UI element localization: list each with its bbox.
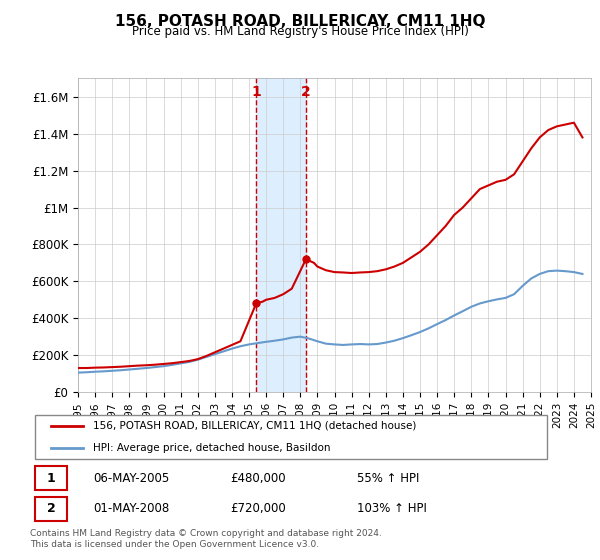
Text: 1: 1 [47,472,55,484]
Bar [256,78,306,392]
Text: Contains HM Land Registry data © Crown copyright and database right 2024.
This d: Contains HM Land Registry data © Crown c… [30,529,382,549]
Text: 01-MAY-2008: 01-MAY-2008 [94,502,170,515]
Text: 1: 1 [251,85,261,99]
Text: 156, POTASH ROAD, BILLERICAY, CM11 1HQ (detached house): 156, POTASH ROAD, BILLERICAY, CM11 1HQ (… [94,421,417,431]
Point [251,299,261,308]
Text: £480,000: £480,000 [230,472,286,484]
Text: Price paid vs. HM Land Registry's House Price Index (HPI): Price paid vs. HM Land Registry's House … [131,25,469,38]
Text: £720,000: £720,000 [230,502,286,515]
FancyBboxPatch shape [35,497,67,521]
FancyBboxPatch shape [35,415,547,459]
Text: 2: 2 [301,85,311,99]
Point [301,255,311,264]
Text: 103% ↑ HPI: 103% ↑ HPI [358,502,427,515]
Text: 55% ↑ HPI: 55% ↑ HPI [358,472,420,484]
FancyBboxPatch shape [35,466,67,489]
Text: HPI: Average price, detached house, Basildon: HPI: Average price, detached house, Basi… [94,443,331,453]
Text: 06-MAY-2005: 06-MAY-2005 [94,472,170,484]
Text: 2: 2 [47,502,55,515]
Text: 156, POTASH ROAD, BILLERICAY, CM11 1HQ: 156, POTASH ROAD, BILLERICAY, CM11 1HQ [115,14,485,29]
